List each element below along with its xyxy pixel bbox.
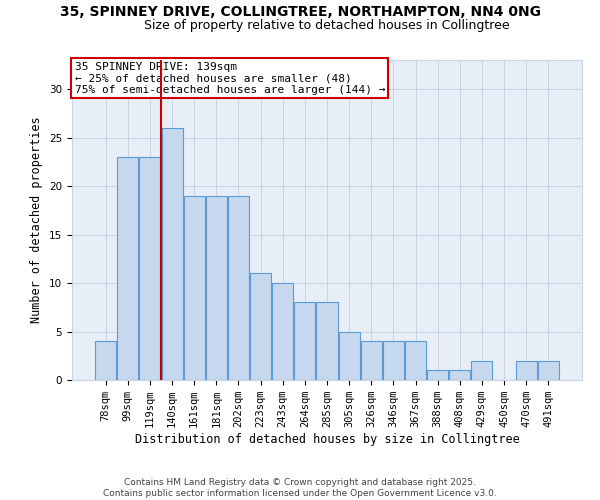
Bar bbox=[206, 196, 227, 380]
Bar bbox=[427, 370, 448, 380]
Bar bbox=[361, 341, 382, 380]
Y-axis label: Number of detached properties: Number of detached properties bbox=[31, 116, 43, 324]
Bar bbox=[228, 196, 249, 380]
Bar bbox=[515, 360, 536, 380]
Bar bbox=[316, 302, 338, 380]
Text: Contains HM Land Registry data © Crown copyright and database right 2025.
Contai: Contains HM Land Registry data © Crown c… bbox=[103, 478, 497, 498]
Bar bbox=[118, 157, 139, 380]
Bar bbox=[161, 128, 182, 380]
Text: 35, SPINNEY DRIVE, COLLINGTREE, NORTHAMPTON, NN4 0NG: 35, SPINNEY DRIVE, COLLINGTREE, NORTHAMP… bbox=[59, 5, 541, 19]
Title: Size of property relative to detached houses in Collingtree: Size of property relative to detached ho… bbox=[144, 20, 510, 32]
Bar bbox=[405, 341, 426, 380]
Bar bbox=[95, 341, 116, 380]
Bar bbox=[449, 370, 470, 380]
Bar bbox=[472, 360, 493, 380]
Bar bbox=[295, 302, 316, 380]
Bar bbox=[338, 332, 359, 380]
Bar bbox=[184, 196, 205, 380]
Bar bbox=[139, 157, 160, 380]
X-axis label: Distribution of detached houses by size in Collingtree: Distribution of detached houses by size … bbox=[134, 433, 520, 446]
Bar bbox=[250, 274, 271, 380]
Bar bbox=[538, 360, 559, 380]
Bar bbox=[272, 283, 293, 380]
Text: 35 SPINNEY DRIVE: 139sqm
← 25% of detached houses are smaller (48)
75% of semi-d: 35 SPINNEY DRIVE: 139sqm ← 25% of detach… bbox=[74, 62, 385, 95]
Bar bbox=[383, 341, 404, 380]
